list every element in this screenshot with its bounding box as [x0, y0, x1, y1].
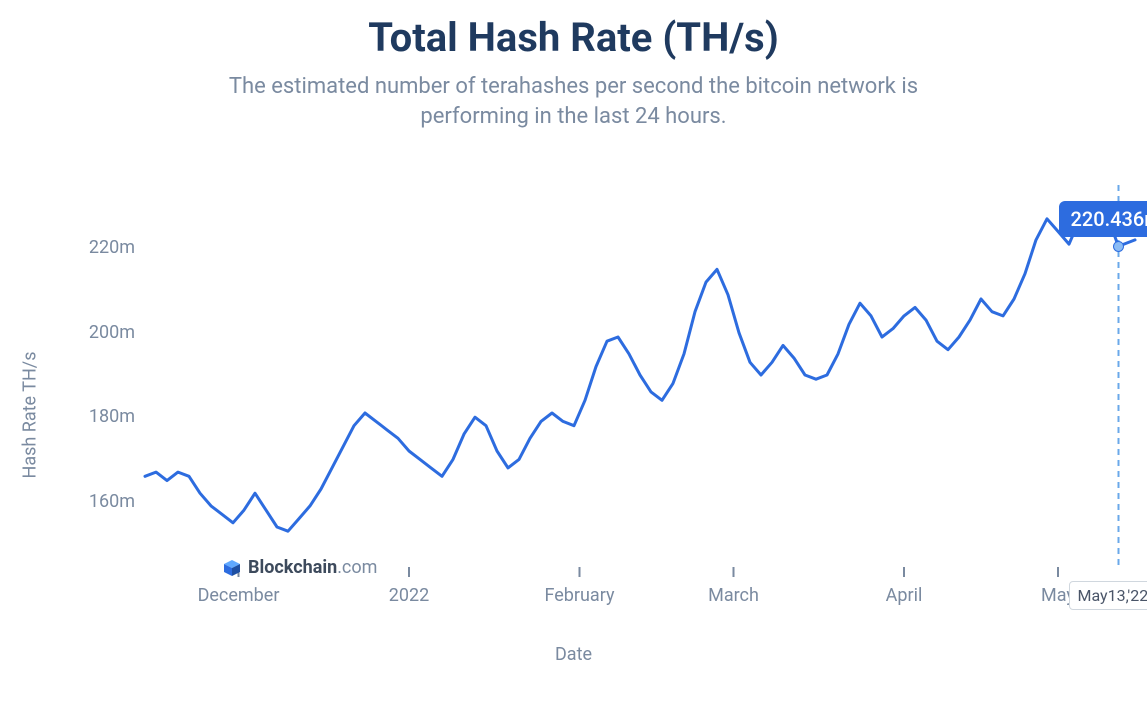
cube-icon [222, 558, 242, 578]
line-chart-svg [0, 175, 1135, 615]
blockchain-watermark: Blockchain.com [222, 557, 377, 578]
date-tooltip: May13,'22 [1069, 581, 1147, 610]
y-tick-label: 220m [65, 237, 135, 258]
chart-container: Total Hash Rate (TH/s) The estimated num… [0, 0, 1147, 703]
chart-area: Hash Rate TH/s Date 160m180m200m220m Dec… [0, 175, 1147, 655]
x-tick-label: December [198, 585, 280, 606]
y-tick-label: 200m [65, 322, 135, 343]
value-tooltip: 220.436m [1059, 201, 1147, 237]
y-tick-label: 160m [65, 491, 135, 512]
x-tick-label: March [708, 585, 759, 606]
chart-subtitle: The estimated number of terahashes per s… [0, 72, 1147, 131]
watermark-text-light: .com [337, 557, 377, 578]
watermark-text-bold: Blockchain [248, 557, 337, 578]
x-tick-label: 2022 [389, 585, 429, 606]
x-axis-label: Date [0, 644, 1147, 665]
chart-title: Total Hash Rate (TH/s) [0, 14, 1147, 61]
y-tick-label: 180m [65, 406, 135, 427]
x-tick-label: April [886, 585, 923, 606]
x-tick-label: February [544, 585, 614, 606]
